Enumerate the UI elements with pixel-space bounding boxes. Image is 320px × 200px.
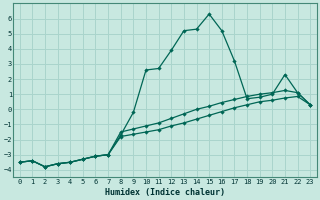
X-axis label: Humidex (Indice chaleur): Humidex (Indice chaleur): [105, 188, 225, 197]
